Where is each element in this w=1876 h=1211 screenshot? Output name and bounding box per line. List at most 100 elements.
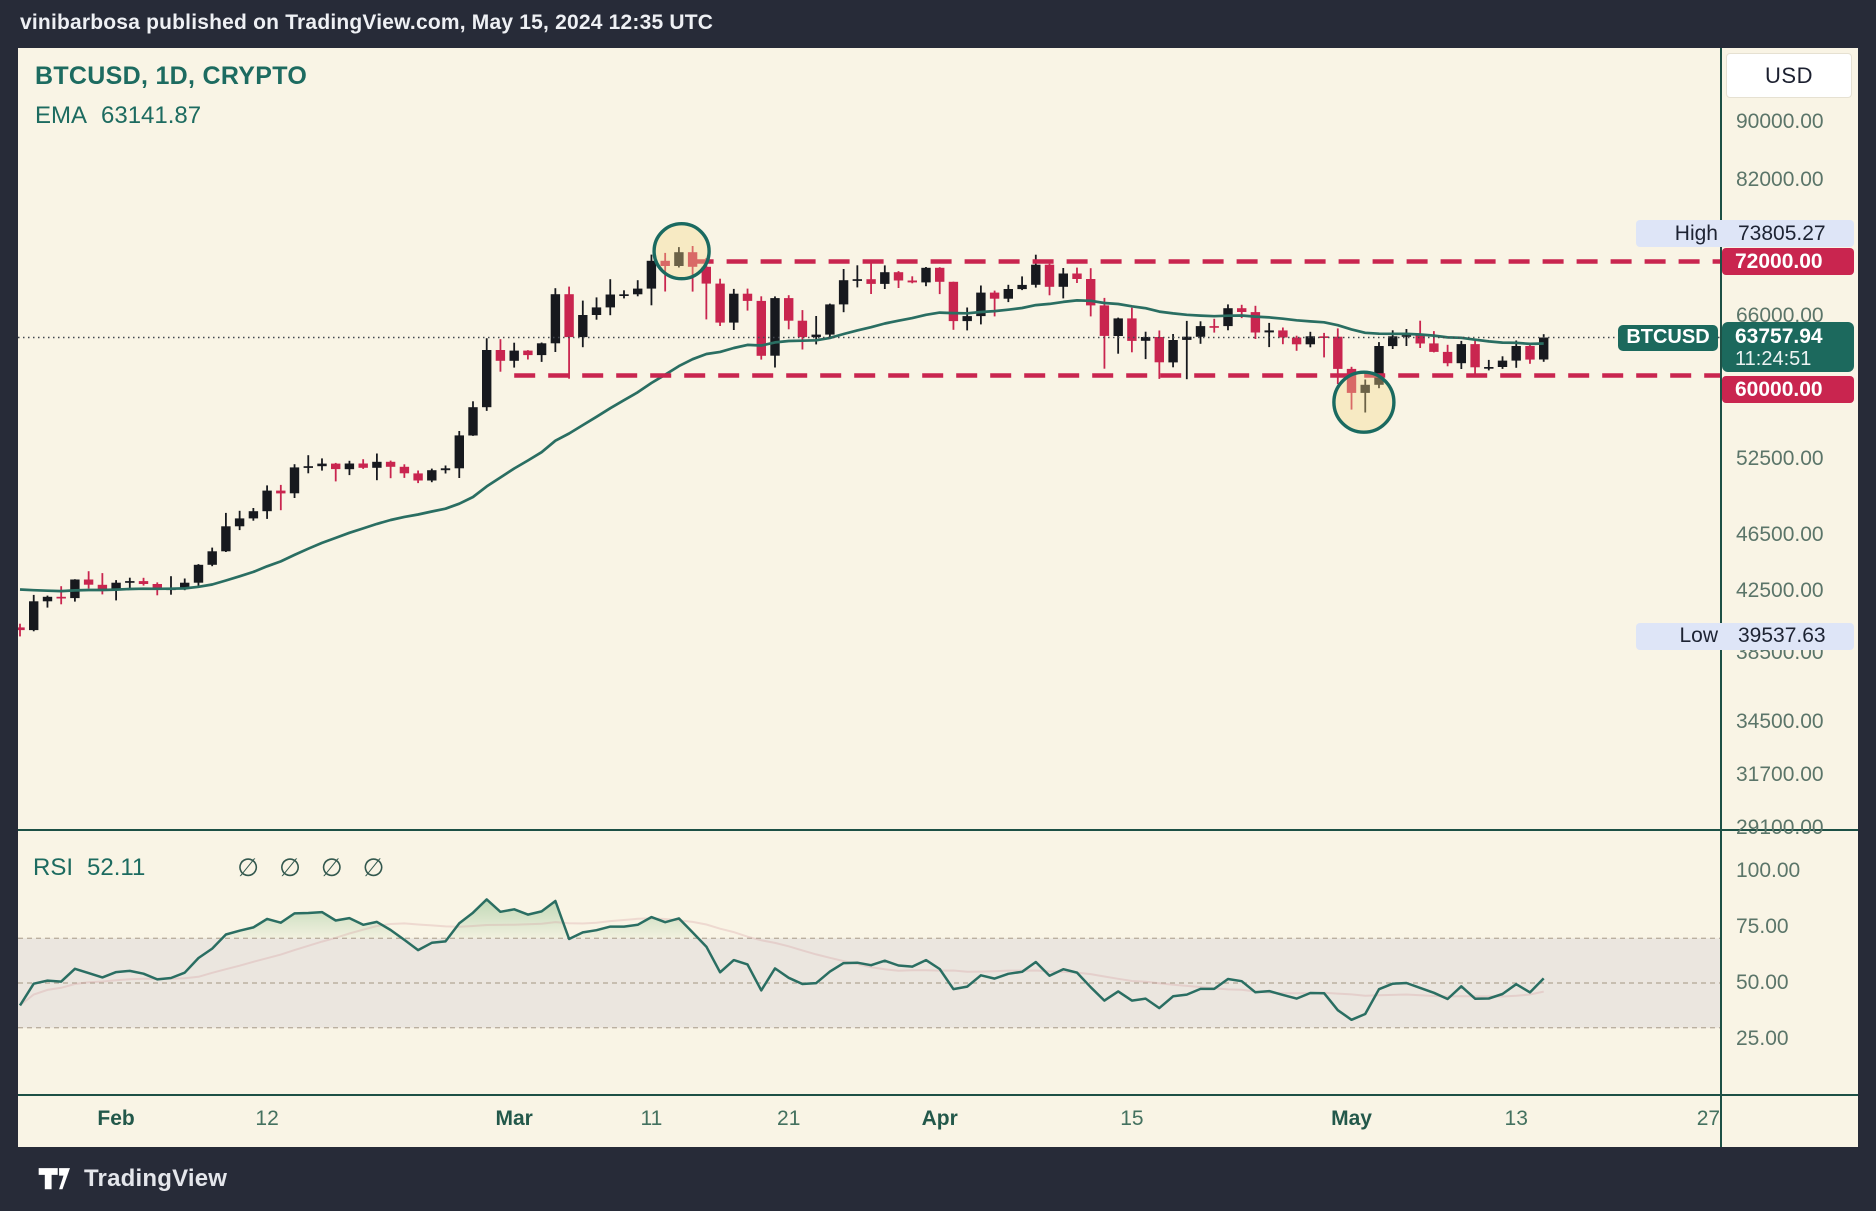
hidden-plot-icon[interactable]: ∅ [279,854,301,882]
candle-body [1237,308,1247,312]
candle-body [907,280,917,283]
hidden-plot-icon[interactable]: ∅ [320,854,343,882]
high-marker: High 73805.27 [1636,220,1854,248]
price-tick-label: 34500.00 [1736,709,1824,733]
candle-body [1456,344,1466,364]
candle-body [152,584,162,590]
rsi-line [18,898,1545,1022]
level-price-badge: 60000.00 [1722,376,1854,404]
time-tick-label: 13 [1504,1107,1528,1130]
candle-body [1484,367,1494,369]
last-price-value: 63757.94 [1735,324,1823,348]
candle-body [317,463,327,467]
candle-body [234,518,245,527]
time-tick-label: Feb [97,1107,135,1130]
candle-body [1154,337,1164,363]
candle-body [811,334,821,338]
candle-body [303,466,313,468]
candle-body [646,260,657,289]
price-axis-divider[interactable] [1720,48,1722,1147]
highlight-circle[interactable] [1332,370,1396,434]
candle-body [1209,326,1219,328]
time-tick-label: May [1331,1107,1372,1130]
candle-body [962,316,972,322]
candle-body [852,279,862,281]
candle-body [674,252,684,266]
candle-body [825,304,835,335]
chart-legend: BTCUSD, 1D, CRYPTO EMA 63141.87 [35,62,307,130]
chart-container[interactable]: BTCUSD, 1D, CRYPTO EMA 63141.87 RSI 52.11… [18,48,1858,1147]
candle-body [289,467,300,494]
candle-body [1113,318,1123,336]
ema-label: EMA [35,102,88,129]
ema-line [19,299,1544,593]
price-axis[interactable]: USD 90000.00 82000.00 66000.00 52500.00 4650… [1720,48,1858,1147]
candle-body [1099,305,1110,336]
candle-body [56,596,66,599]
rsi-overbought-fill [222,899,699,939]
candle-body [1470,344,1480,368]
candle-body [1140,337,1151,341]
candle-body [248,511,259,519]
candle-body [715,283,725,323]
candles-layer [18,246,1549,637]
rsi-hidden-icons: ∅ ∅ ∅ ∅ [237,853,384,883]
candle-body [427,470,437,481]
candle-body [1250,312,1261,333]
rsi-tick-label: 25.00 [1736,1026,1789,1050]
candle-body [660,260,670,266]
candle-body [1168,340,1178,363]
candle-body [509,350,519,361]
candle-body [138,581,149,584]
candle-body [1127,318,1137,341]
time-axis[interactable]: Feb 12 Mar 11 21 Apr 15 May 13 27 [18,1096,1720,1147]
low-marker: Low 39537.63 [1636,622,1854,650]
time-tick-label: Apr [921,1107,958,1130]
candle-body [756,300,766,356]
candle-body [1401,335,1412,337]
candle-body [1017,284,1027,290]
candle-body [1333,336,1343,369]
highlight-circle[interactable] [652,221,711,281]
price-tick-label: 52500.00 [1736,447,1824,471]
candle-body [1086,279,1096,306]
candle-body [495,350,506,361]
candle-body [619,294,629,296]
level-price-badge: 72000.00 [1722,248,1854,276]
hidden-plot-icon[interactable]: ∅ [237,854,260,882]
candle-body [358,463,368,468]
candle-body [83,579,94,585]
last-price-symbol-tag: BTCUSD [1618,324,1718,351]
symbol-title: BTCUSD, 1D, CRYPTO [35,62,308,90]
candle-body [125,581,135,583]
candle-body [180,582,190,589]
price-tick-label: 29100.00 [1736,816,1824,840]
candle-body [1223,308,1233,327]
candle-body [948,281,959,322]
candle-body [564,294,574,338]
candle-body [935,267,945,282]
price-tick-label: 82000.00 [1736,168,1824,192]
candle-body [1388,336,1398,347]
candle-body [1031,264,1041,285]
candle-body [742,293,753,301]
pane-divider[interactable] [18,829,1858,831]
candle-body [1291,337,1302,345]
rsi-tick-label: 50.00 [1736,971,1789,994]
time-tick-label: Mar [495,1107,533,1130]
candle-body [482,350,492,408]
price-tick-label: 42500.00 [1736,579,1824,603]
candle-body [221,526,231,552]
currency-button[interactable]: USD [1726,53,1852,98]
rsi-tick-label: 75.00 [1736,915,1789,939]
candle-body [385,461,396,467]
tradingview-logo-icon [38,1167,72,1191]
ema-value: 63141.87 [101,102,202,129]
candle-body [866,279,876,284]
candle-body [372,461,382,468]
hidden-plot-icon[interactable]: ∅ [362,854,385,882]
candle-body [331,463,341,470]
candle-body [193,564,204,583]
candle-body [1429,343,1439,352]
candle-body [605,294,615,308]
